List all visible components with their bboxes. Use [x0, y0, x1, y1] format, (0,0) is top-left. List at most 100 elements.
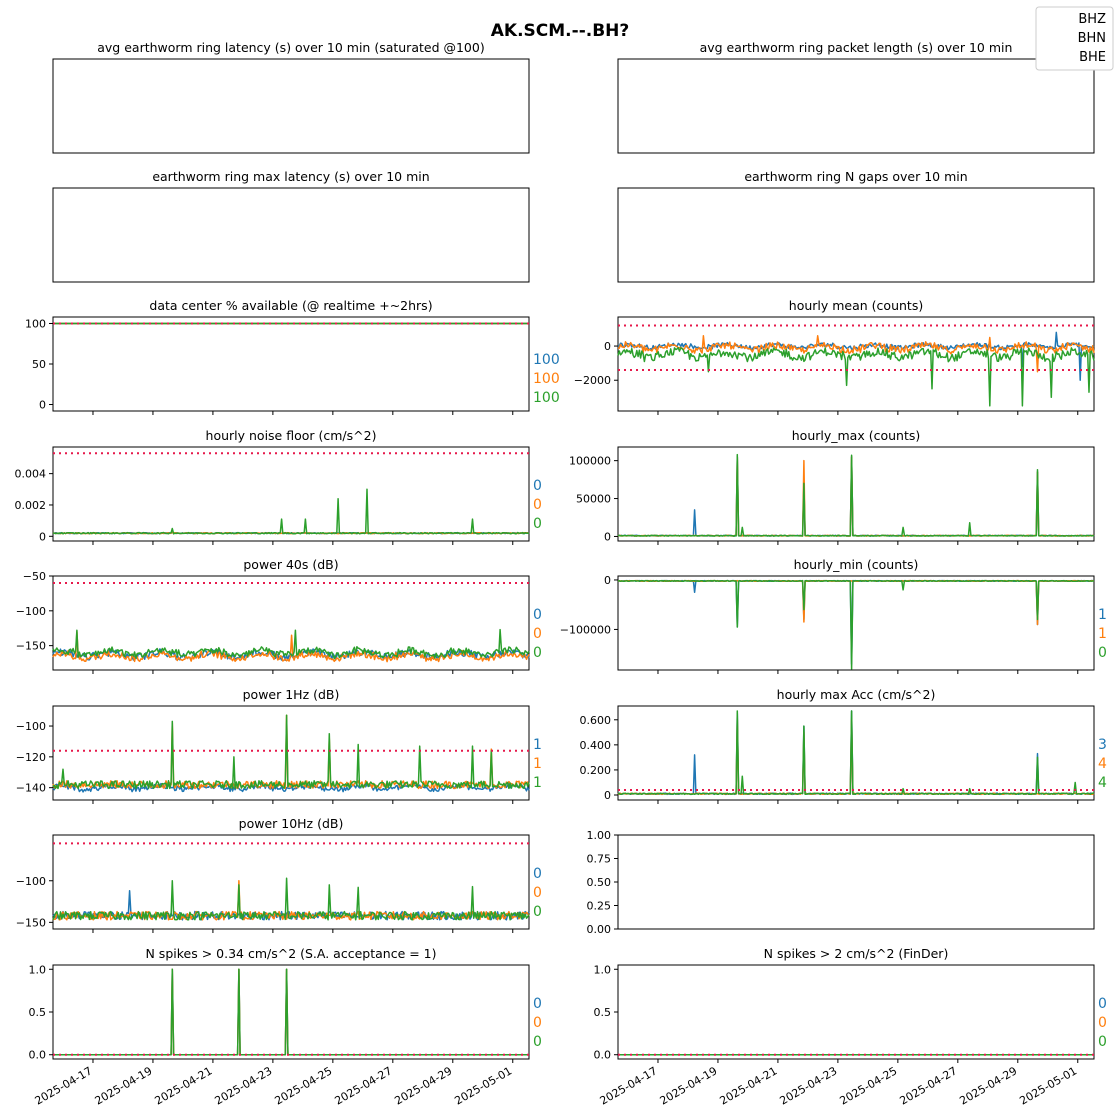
- plot-frame: [52, 446, 530, 542]
- channel-value-label: 4: [1098, 756, 1107, 772]
- channel-value-label: 0: [533, 645, 542, 661]
- y-tick-label: 0.25: [587, 900, 612, 913]
- plot-frame: [617, 58, 1095, 154]
- y-tick-label: 0.004: [15, 468, 47, 481]
- series-line-BHN: [617, 335, 1095, 373]
- panel-title: earthworm ring N gaps over 10 min: [744, 169, 967, 184]
- channel-value-label: 0: [1098, 645, 1107, 661]
- y-tick-label: 1.00: [587, 829, 612, 842]
- channel-value-label: 1: [533, 737, 542, 753]
- legend-entry-BHE: BHE: [1079, 50, 1106, 65]
- y-tick-label: 0: [604, 789, 611, 802]
- series-line-BHE: [617, 579, 1095, 670]
- y-tick-label: 0.600: [580, 714, 612, 727]
- panel-title: N spikes > 0.34 cm/s^2 (S.A. acceptance …: [145, 946, 436, 961]
- series-line-BHE: [617, 710, 1095, 796]
- y-tick-label: −2000: [574, 374, 611, 387]
- panel-title: avg earthworm ring packet length (s) ove…: [700, 40, 1013, 55]
- y-tick-label: −150: [16, 916, 46, 929]
- channel-value-label: 0: [1098, 996, 1107, 1012]
- series-line-BHN: [52, 714, 530, 790]
- y-tick-label: −140: [16, 782, 46, 795]
- plot-frame: [52, 575, 530, 671]
- y-tick-label: 50000: [576, 493, 611, 506]
- plot-frame: [617, 446, 1095, 542]
- panel-p-mean: hourly mean (counts) 0 −2000: [574, 298, 1095, 415]
- series-line-BHZ: [617, 579, 1095, 665]
- x-tick-label: 2025-04-19: [658, 1064, 720, 1107]
- y-tick-label: 0.5: [29, 1006, 47, 1019]
- y-tick-label: −100000: [560, 623, 611, 636]
- y-tick-label: 0: [39, 530, 46, 543]
- x-tick-label: 2025-04-29: [392, 1064, 454, 1107]
- y-tick-label: 0.0: [594, 1049, 612, 1062]
- y-tick-label: 0: [604, 574, 611, 587]
- x-tick-label: 2025-04-17: [33, 1064, 95, 1107]
- plot-frame: [52, 316, 530, 412]
- channel-value-label: 100: [533, 390, 560, 406]
- channel-value-label: 0: [1098, 1015, 1107, 1031]
- panel-p-gaps: earthworm ring N gaps over 10 min: [617, 169, 1095, 283]
- y-tick-label: −100: [16, 875, 46, 888]
- panel-title: hourly max Acc (cm/s^2): [777, 687, 936, 702]
- panel-p-power1: power 1Hz (dB) −100 −120 −140 1 1 1: [16, 687, 542, 804]
- y-tick-label: −100: [16, 605, 46, 618]
- x-tick-label: 2025-04-19: [93, 1064, 155, 1107]
- plot-frame: [52, 705, 530, 801]
- x-tick-label: 2025-04-17: [598, 1064, 660, 1107]
- plot-frame: [617, 964, 1095, 1060]
- plot-frame: [52, 964, 530, 1060]
- panel-title: N spikes > 2 cm/s^2 (FinDer): [764, 946, 949, 961]
- series-line-BHZ: [53, 968, 529, 1056]
- y-tick-label: 0.200: [580, 764, 612, 777]
- channel-value-label: 0: [533, 497, 542, 513]
- panel-title: power 10Hz (dB): [239, 816, 344, 831]
- series-line-BHN: [617, 719, 1095, 796]
- legend-box: [1035, 6, 1114, 71]
- y-tick-label: 0: [39, 399, 46, 412]
- channel-value-label: 1: [533, 775, 542, 791]
- y-tick-label: 1.0: [29, 963, 47, 976]
- channel-value-label: 0: [533, 904, 542, 920]
- plot-frame: [617, 316, 1095, 412]
- plot-frame: [617, 575, 1095, 671]
- series-line-BHN: [52, 630, 530, 663]
- panel-p-spikes034: N spikes > 0.34 cm/s^2 (S.A. acceptance …: [29, 946, 542, 1108]
- panel-p-packet: avg earthworm ring packet length (s) ove…: [617, 40, 1095, 154]
- channel-value-label: 0: [533, 1015, 542, 1031]
- panel-title: hourly_min (counts): [794, 557, 919, 572]
- series-line-BHZ: [617, 710, 1095, 796]
- channel-value-label: 1: [1098, 626, 1107, 642]
- x-tick-label: 2025-05-01: [1017, 1064, 1079, 1107]
- panel-title: data center % available (@ realtime +~2h…: [149, 298, 432, 313]
- channel-value-label: 100: [533, 371, 560, 387]
- y-tick-label: 0.00: [587, 923, 612, 936]
- channel-value-label: 0: [533, 866, 542, 882]
- plot-frame: [617, 705, 1095, 801]
- panel-p-power10: power 10Hz (dB) −100 −150 0 0 0: [16, 816, 542, 933]
- x-tick-label: 2025-04-29: [957, 1064, 1019, 1107]
- y-tick-label: −150: [16, 640, 46, 653]
- series-line-BHE: [53, 968, 529, 1056]
- panel-p-hmin: hourly_min (counts) 0 −100000 1 1 0: [560, 557, 1107, 674]
- plot-frame: [52, 58, 530, 154]
- y-tick-label: 0.75: [587, 853, 612, 866]
- channel-value-label: 100: [533, 352, 560, 368]
- x-tick-label: 2025-04-23: [778, 1064, 840, 1107]
- y-tick-label: 100: [25, 317, 46, 330]
- y-tick-label: −50: [23, 570, 46, 583]
- series-line-BHE: [52, 877, 530, 921]
- channel-value-label: 0: [533, 996, 542, 1012]
- channel-value-label: 3: [1098, 737, 1107, 753]
- panel-p-spikes2: N spikes > 2 cm/s^2 (FinDer) 0.0 0.5 1.0 202…: [594, 946, 1107, 1108]
- panel-title: power 40s (dB): [243, 557, 338, 572]
- legend: BHZ BHN BHE: [1035, 6, 1114, 71]
- series-line-BHE: [52, 628, 530, 660]
- y-tick-label: 1.0: [594, 963, 612, 976]
- x-tick-label: 2025-05-01: [452, 1064, 514, 1107]
- y-tick-label: 0.0: [29, 1049, 47, 1062]
- y-tick-label: 0: [604, 340, 611, 353]
- panel-p-maxlat: earthworm ring max latency (s) over 10 m…: [52, 169, 530, 283]
- panel-title: power 1Hz (dB): [243, 687, 340, 702]
- panel-p-latency: avg earthworm ring latency (s) over 10 m…: [52, 40, 530, 154]
